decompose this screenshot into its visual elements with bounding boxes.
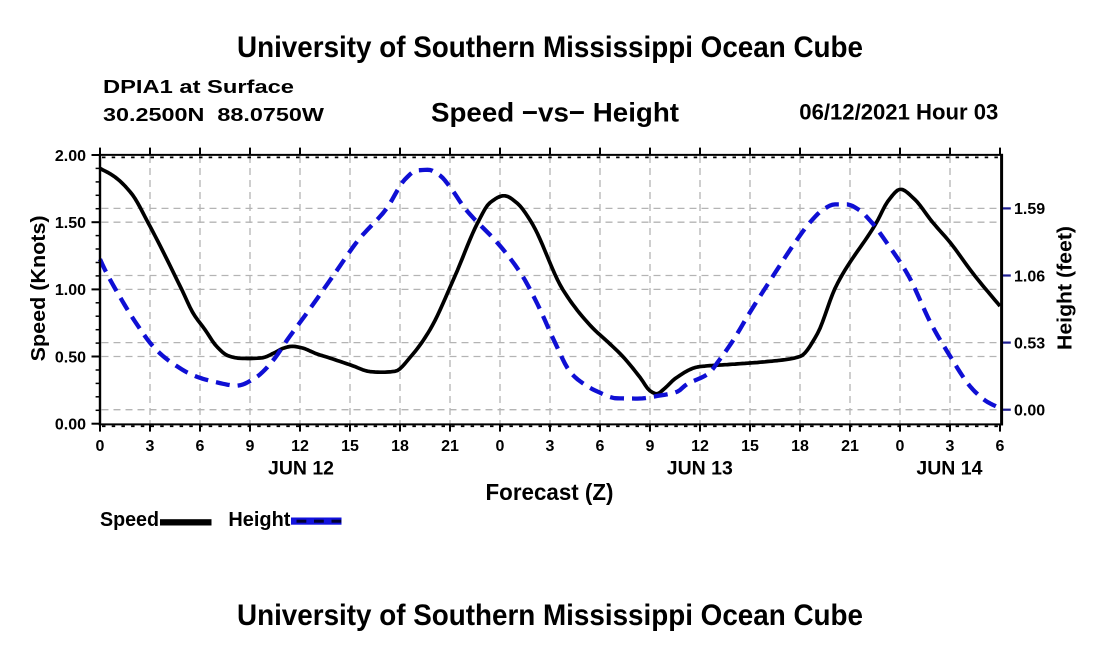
svg-text:Speed: Speed [100, 509, 159, 531]
svg-text:6: 6 [596, 438, 605, 455]
svg-text:Height: Height [228, 509, 290, 531]
svg-text:University of Southern Mississ: University of Southern Mississippi Ocean… [237, 31, 863, 64]
svg-text:3: 3 [946, 438, 955, 455]
svg-text:0.00: 0.00 [55, 417, 86, 434]
svg-text:1.59: 1.59 [1014, 201, 1045, 218]
svg-text:12: 12 [691, 438, 709, 455]
svg-text:1.00: 1.00 [55, 282, 86, 299]
svg-text:9: 9 [246, 438, 255, 455]
svg-text:Forecast (Z): Forecast (Z) [486, 479, 614, 505]
svg-text:DPIA1 at Surface: DPIA1 at Surface [103, 77, 294, 97]
svg-text:0: 0 [96, 438, 105, 455]
svg-text:JUN 12: JUN 12 [268, 459, 334, 480]
svg-text:JUN 14: JUN 14 [916, 459, 982, 480]
svg-text:12: 12 [291, 438, 309, 455]
svg-text:0: 0 [896, 438, 905, 455]
svg-text:21: 21 [841, 438, 859, 455]
svg-text:Speed −vs− Height: Speed −vs− Height [431, 97, 679, 127]
svg-text:1.50: 1.50 [55, 215, 86, 232]
svg-text:30.2500N 88.0750W: 30.2500N 88.0750W [103, 105, 324, 125]
svg-text:JUN 13: JUN 13 [667, 459, 733, 480]
svg-text:3: 3 [146, 438, 155, 455]
svg-text:2.00: 2.00 [55, 148, 86, 165]
svg-text:21: 21 [441, 438, 459, 455]
svg-text:Speed (Knots): Speed (Knots) [28, 215, 50, 361]
svg-text:15: 15 [341, 438, 359, 455]
svg-text:18: 18 [391, 438, 409, 455]
svg-text:0.00: 0.00 [1014, 403, 1045, 420]
svg-text:06/12/2021 Hour 03: 06/12/2021 Hour 03 [799, 100, 998, 125]
svg-text:15: 15 [741, 438, 759, 455]
svg-text:1.06: 1.06 [1014, 268, 1045, 285]
svg-text:6: 6 [996, 438, 1005, 455]
svg-text:18: 18 [791, 438, 809, 455]
svg-text:6: 6 [196, 438, 205, 455]
svg-text:9: 9 [646, 438, 655, 455]
svg-text:0.53: 0.53 [1014, 335, 1045, 352]
svg-text:University of Southern Mississ: University of Southern Mississippi Ocean… [237, 599, 863, 632]
svg-text:3: 3 [546, 438, 555, 455]
svg-text:Height (feet): Height (feet) [1055, 226, 1077, 350]
svg-text:0.50: 0.50 [55, 349, 86, 366]
svg-text:0: 0 [496, 438, 505, 455]
